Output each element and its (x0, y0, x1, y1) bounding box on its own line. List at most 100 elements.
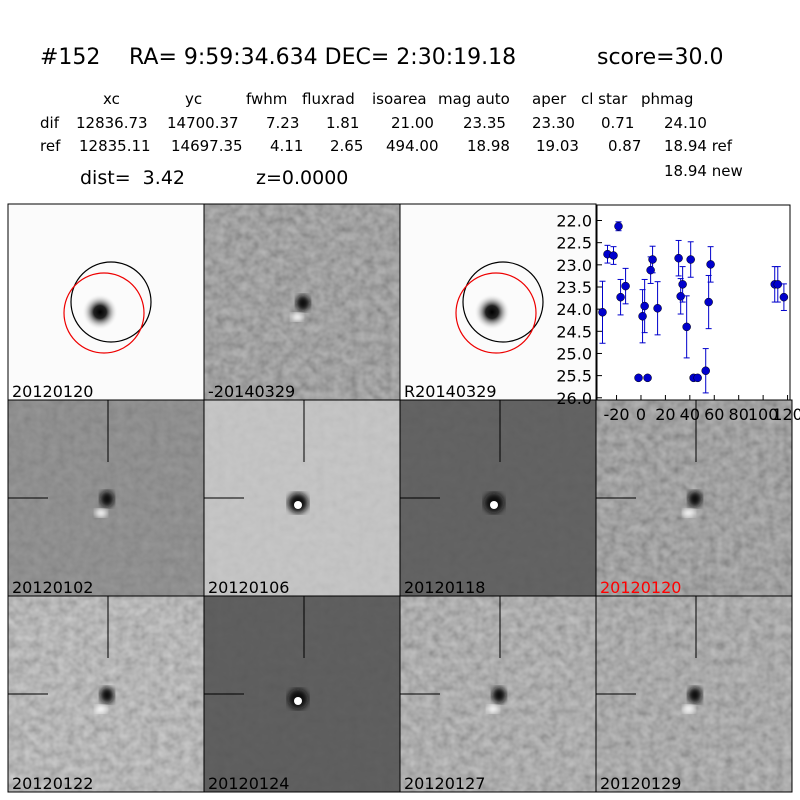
dist: dist= 3.42 (80, 167, 185, 189)
panel-label: 20120118 (404, 578, 485, 597)
x-tick-label: 0 (636, 405, 646, 424)
data-point (598, 308, 607, 317)
panel-label: 20120106 (208, 578, 289, 597)
table-cell: 494.00 (386, 137, 439, 155)
panel-label: 20120120 (600, 578, 681, 597)
score: score=30.0 (597, 45, 724, 70)
data-point (678, 280, 687, 289)
panel-label: 20120124 (208, 774, 289, 793)
plot-background (596, 204, 791, 401)
source-negative (100, 491, 114, 507)
image-panel: 20120122 (7, 595, 205, 793)
data-point (704, 297, 713, 307)
data-point (643, 373, 652, 383)
table-cell: 14697.35 (171, 137, 243, 155)
panel-label: R20140329 (404, 382, 497, 401)
source (82, 294, 118, 330)
panel-label: 20120120 (12, 382, 93, 401)
redshift: z=0.0000 (256, 167, 348, 189)
data-point (609, 251, 618, 260)
y-tick-label: 23.5 (556, 278, 592, 297)
y-tick-label: 24.5 (556, 322, 592, 341)
data-point (640, 301, 649, 311)
data-point (634, 373, 643, 383)
table-cell: 23.35 (463, 114, 506, 132)
aperture-circle (462, 261, 544, 343)
table-cell: 4.11 (270, 137, 303, 155)
column-header: xc (103, 90, 120, 108)
source-positive (487, 705, 499, 713)
column-header: fluxrad (302, 90, 355, 108)
table-cell: 12835.11 (79, 137, 151, 155)
image-panel: -20140329 (203, 203, 401, 401)
column-header: fwhm (246, 90, 287, 108)
y-tick-label: 22.0 (556, 212, 592, 231)
source (474, 294, 510, 330)
source-negative (100, 687, 114, 703)
x-tick-label: 80 (729, 405, 749, 424)
panel-frame (595, 595, 793, 793)
data-point (706, 260, 715, 269)
aperture-circle (455, 272, 537, 354)
table-cell: 0.87 (608, 137, 641, 155)
aperture-circle (63, 272, 145, 354)
column-header: cl star (581, 90, 628, 108)
y-tick-label: 25.5 (556, 367, 592, 386)
y-tick-label: 25.0 (556, 344, 592, 363)
x-tick-label: 20 (655, 405, 675, 424)
image-panel: 20120127 (399, 595, 597, 793)
image-panel: 20120106 (203, 399, 401, 597)
source-negative (492, 687, 506, 703)
column-header: mag auto (438, 90, 510, 108)
data-point (676, 292, 685, 301)
data-point (621, 281, 630, 291)
source-positive (95, 509, 107, 517)
x-tick-label: 100 (748, 405, 779, 424)
column-header: isoarea (372, 90, 427, 108)
x-tick-label: 120 (772, 405, 800, 424)
image-panel: 20120129 (595, 595, 793, 793)
y-tick-label: 24.0 (556, 300, 592, 319)
row-label: ref (40, 137, 61, 155)
image-panel: 20120102 (7, 399, 205, 597)
candidate-id: #152 (40, 45, 100, 70)
panel-label: 20120127 (404, 774, 485, 793)
table-cell: 7.23 (266, 114, 299, 132)
data-point (653, 304, 662, 313)
table-cell: 2.65 (330, 137, 363, 155)
table-cell: 14700.37 (167, 114, 239, 132)
coordinates: RA= 9:59:34.634 DEC= 2:30:19.18 (129, 45, 516, 70)
source-negative (688, 491, 702, 507)
source-core (294, 697, 302, 705)
x-tick-label: -20 (603, 405, 629, 424)
source-core (294, 501, 302, 509)
table-cell: 12836.73 (76, 114, 148, 132)
image-panel: 20120124 (203, 595, 401, 793)
image-panel: 20120120 (7, 203, 205, 401)
table-cell: 23.30 (532, 114, 575, 132)
data-point (686, 255, 695, 264)
y-tick-label: 22.5 (556, 234, 592, 253)
table-cell: 19.03 (536, 137, 579, 155)
column-header: aper (532, 90, 567, 108)
source-negative (688, 687, 702, 703)
table-cell: 24.10 (664, 114, 707, 132)
table-cell: 18.94 ref (664, 137, 733, 155)
data-point (773, 280, 783, 289)
data-point (616, 292, 625, 302)
source-positive (95, 705, 107, 713)
y-tick-label: 26.0 (556, 389, 592, 408)
source-negative (296, 295, 310, 311)
table-cell: 18.98 (467, 137, 510, 155)
aperture-circle (70, 261, 152, 343)
source-positive (291, 313, 303, 321)
column-header: yc (185, 90, 202, 108)
data-point (638, 311, 647, 321)
source-core (490, 501, 498, 509)
column-header: phmag (641, 90, 693, 108)
points (598, 221, 789, 394)
data-point (682, 322, 691, 332)
image-panel: 20120118 (399, 399, 597, 597)
source-positive (683, 509, 695, 517)
